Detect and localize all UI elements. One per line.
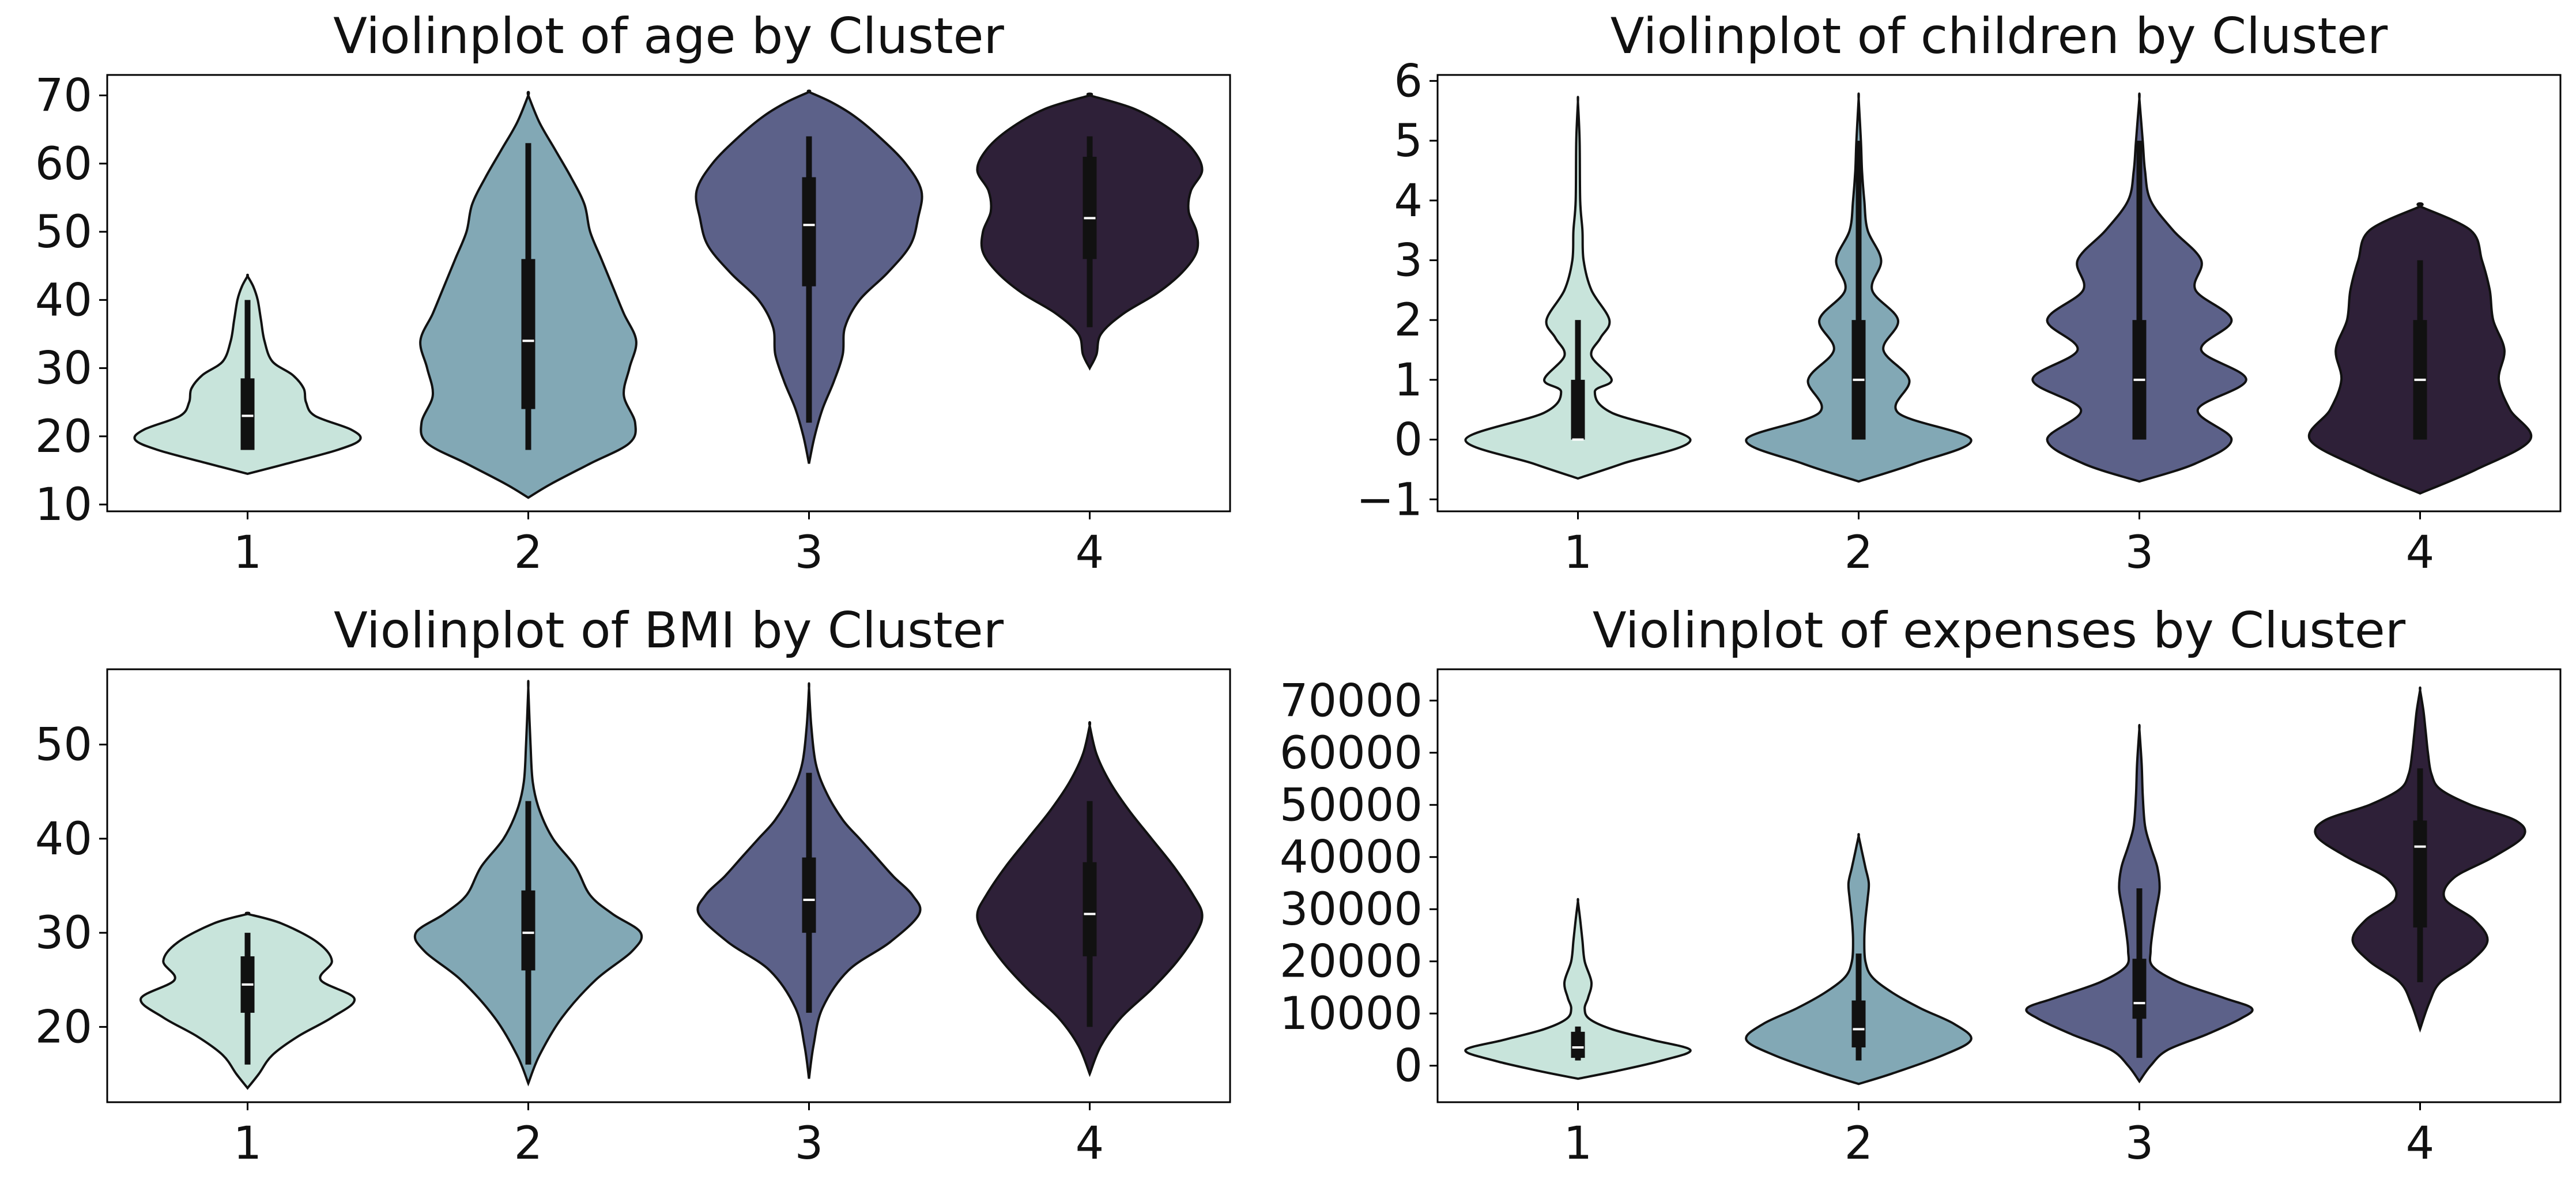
x-tick-label: 1 [1564,527,1593,579]
y-tick-label: 30 [35,343,92,395]
violin-cluster-1 [139,911,356,1090]
axes-frame [1436,668,2562,1103]
y-tick-label: 40000 [1280,832,1423,884]
violin-cluster-4 [976,92,1204,371]
x-tick-label: 3 [795,1118,824,1170]
violin-cluster-1 [1464,898,1692,1080]
violin-cluster-3 [695,89,923,464]
y-tick-label: 40 [35,274,92,326]
violin-cluster-2 [413,680,643,1087]
y-tick-label: 6 [1394,55,1423,107]
x-tick-label: 4 [2406,527,2435,579]
axes-frame [1436,74,2562,512]
y-tick-label: 0 [1394,414,1423,466]
y-tick-label: 2 [1394,295,1423,346]
violin-iqr-box [1571,379,1585,440]
y-tick-label: 30 [35,907,92,959]
violin-cluster-2 [1745,92,1972,483]
y-tick-label: 1 [1394,355,1423,406]
x-tick-label: 3 [2125,527,2154,579]
panel-4: Violinplot of expenses by Cluster0100002… [1280,602,2562,1170]
violin-iqr-box [802,857,816,933]
violin-iqr-box [1571,1031,1585,1058]
panel-title: Violinplot of age by Cluster [333,7,1004,65]
violin-cluster-2 [419,91,638,499]
y-tick-label: 10000 [1280,988,1423,1040]
violin-cluster-1 [1464,96,1692,480]
y-tick-label: 10 [35,479,92,531]
x-tick-label: 3 [2125,1118,2154,1170]
panel-2: Violinplot of children by Cluster −1 0 1 2 3 4… [1356,7,2562,579]
y-tick-label: 70000 [1280,675,1423,727]
violin-cluster-2 [1745,833,1972,1085]
violin-iqr-box [521,259,535,409]
violin-iqr-box [240,378,255,450]
violin-cluster-4 [2314,686,2526,1033]
y-tick-label: −1 [1356,474,1423,526]
x-tick-label: 1 [1564,1118,1593,1170]
panel-title: Violinplot of BMI by Cluster [334,602,1004,659]
y-tick-label: 20000 [1280,936,1423,988]
y-tick-label: 60 [35,138,92,190]
violin-iqr-box [802,177,816,287]
violin-cluster-3 [696,682,922,1079]
x-tick-label: 2 [514,1118,543,1170]
x-tick-label: 2 [514,527,543,579]
y-tick-label: 4 [1394,175,1423,227]
panel-title: Violinplot of expenses by Cluster [1593,602,2406,659]
y-tick-label: 50 [35,719,92,771]
violin-cluster-4 [2307,202,2533,495]
y-tick-label: 0 [1394,1041,1423,1092]
x-tick-label: 2 [1845,527,1873,579]
violin-cluster-3 [2031,92,2247,483]
violin-iqr-box [2413,820,2427,928]
y-tick-label: 40 [35,813,92,865]
y-tick-label: 50 [35,206,92,258]
x-tick-label: 1 [233,1118,262,1170]
violin-iqr-box [1083,862,1097,956]
violin-body [1464,898,1692,1080]
y-tick-label: 60000 [1280,727,1423,779]
x-tick-label: 4 [1076,527,1104,579]
violin-iqr-box [1851,1000,1866,1047]
panel-1: Violinplot of age by Cluster 10 20 30 40 50 60… [35,7,1231,579]
violin-iqr-box [1083,156,1097,259]
panel-title: Violinplot of children by Cluster [1611,7,2388,65]
violin-iqr-box [2132,959,2147,1019]
x-tick-label: 2 [1845,1118,1873,1170]
axes-frame [106,668,1231,1103]
y-tick-label: 70 [35,70,92,122]
x-tick-label: 1 [233,527,262,579]
axes-frame [106,74,1231,512]
x-tick-label: 4 [2406,1118,2435,1170]
violin-iqr-box [521,890,535,971]
y-tick-label: 20 [35,411,92,463]
x-tick-label: 4 [1076,1118,1104,1170]
violin-cluster-1 [133,273,362,475]
y-tick-label: 5 [1394,115,1423,167]
x-tick-label: 3 [795,527,824,579]
violin-cluster-4 [976,721,1204,1077]
y-tick-label: 30000 [1280,884,1423,936]
y-tick-label: 20 [35,1001,92,1053]
violin-cluster-3 [2025,723,2254,1084]
panel-3: Violinplot of BMI by Cluster 20 30 40 50 1 2 3 4 [35,602,1231,1170]
y-tick-label: 3 [1394,235,1423,287]
violin-body [1464,96,1692,480]
y-tick-label: 50000 [1280,779,1423,831]
